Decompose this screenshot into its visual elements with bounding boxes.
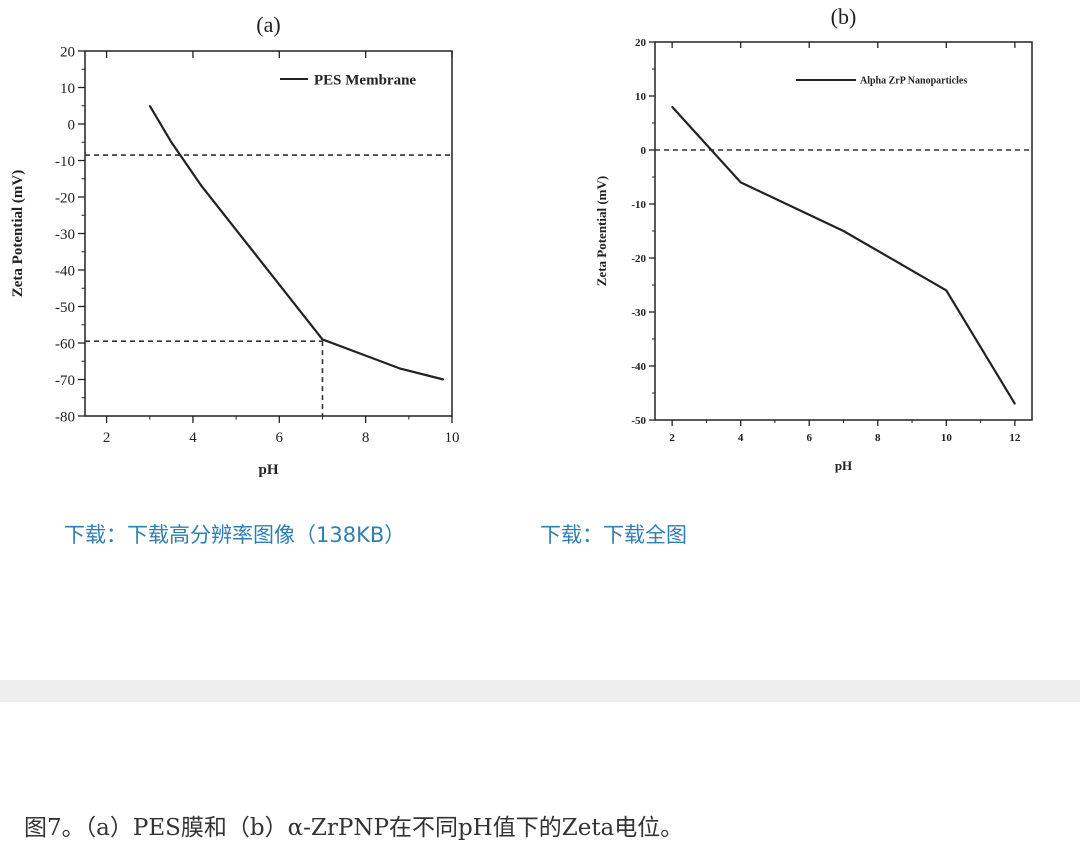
data-point [1014, 403, 1016, 405]
x-tick-label: 6 [276, 430, 284, 446]
x-axis-label: pH [835, 458, 852, 473]
y-tick-label: -30 [55, 227, 75, 243]
data-point [170, 141, 173, 144]
download-hi-res-link[interactable]: 下载：下载高分辨率图像（138KB） [64, 523, 406, 547]
download-full-image-link[interactable]: 下载：下载全图 [540, 523, 687, 547]
y-tick-label: 0 [641, 145, 647, 157]
y-tick-label: -70 [55, 373, 75, 389]
y-tick-label: -30 [631, 307, 646, 319]
x-tick-label: 8 [875, 432, 881, 444]
y-tick-label: -20 [631, 253, 646, 265]
chart-title: (a) [256, 12, 280, 37]
y-tick-label: -20 [55, 190, 75, 206]
data-point [399, 367, 401, 370]
data-point [148, 104, 151, 107]
chart-title: (b) [831, 4, 857, 29]
y-tick-label: -80 [55, 409, 75, 425]
section-divider [0, 680, 1080, 702]
chart-panel-b: (b) 20 10 0 -10 -20 -30 -40 -50 2 4 6 8 10 12 pH Zeta Po… [594, 4, 1033, 473]
data-point [842, 230, 845, 232]
y-tick-label: 20 [60, 44, 75, 60]
y-tick-label: -50 [631, 415, 646, 427]
y-tick-label: -40 [631, 361, 646, 373]
y-axis-label: Zeta Potential (mV) [10, 170, 26, 297]
figure-caption: 图7。（a）PES膜和（b）α-ZrPNP在不同pH值下的Zeta电位。 [24, 815, 684, 841]
y-tick-label: -60 [55, 336, 75, 352]
x-axis-label: pH [258, 462, 278, 478]
data-point [442, 378, 445, 381]
y-tick-label: 10 [60, 81, 75, 97]
y-tick-label: 0 [68, 117, 76, 133]
data-point [200, 185, 203, 187]
y-tick-label: -50 [55, 300, 75, 316]
x-tick-label: 2 [103, 430, 111, 446]
data-point [739, 181, 742, 184]
x-tick-label: 4 [738, 432, 744, 444]
y-tick-label: -10 [55, 154, 75, 170]
x-tick-label: 10 [941, 432, 953, 444]
y-tick-label: -40 [55, 263, 75, 279]
download-links: 下载：下载高分辨率图像（138KB） 下载：下载全图 [0, 519, 1080, 553]
y-axis-label: Zeta Potential (mV) [594, 176, 609, 286]
legend-label: Alpha ZrP Nanoparticles [860, 76, 967, 87]
x-tick-label: 12 [1009, 432, 1021, 444]
x-tick-label: 10 [445, 430, 460, 446]
x-tick-label: 8 [362, 430, 370, 446]
data-point [261, 261, 263, 264]
y-tick-label: 10 [635, 91, 647, 103]
x-tick-label: 6 [806, 432, 812, 444]
data-point [945, 289, 948, 292]
data-point [321, 338, 324, 341]
y-tick-label: -10 [631, 199, 646, 211]
plot-frame [84, 50, 453, 417]
data-point [671, 106, 673, 108]
y-tick-label: 20 [635, 37, 647, 49]
series-line [671, 106, 1016, 405]
legend-label: PES Membrane [314, 72, 416, 88]
x-tick-label: 4 [189, 430, 197, 446]
series-line [148, 105, 444, 381]
x-tick-label: 2 [669, 432, 675, 444]
chart-panel-a: (a) 20 10 0 -10 -20 -30 -40 -50 -60 -70 -80 2 4 6 8 10 pH… [10, 12, 460, 478]
